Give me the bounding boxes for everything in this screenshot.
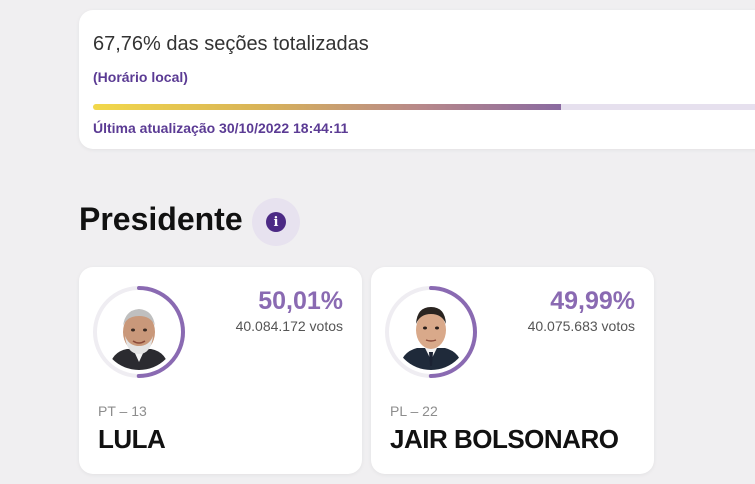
candidate-card-lula[interactable]: 50,01% 40.084.172 votos PT – 13 LULA: [79, 267, 362, 474]
timezone-note: (Horário local): [93, 69, 188, 85]
vote-share-ring: [93, 286, 185, 378]
candidate-photo: [101, 294, 177, 370]
info-button[interactable]: i: [252, 198, 300, 246]
candidate-percent: 49,99%: [550, 287, 635, 315]
last-update-text: Última atualização 30/10/2022 18:44:11: [93, 120, 349, 136]
candidate-party: PT – 13: [98, 403, 147, 419]
info-icon: i: [266, 212, 286, 232]
candidate-votes: 40.084.172 votos: [235, 318, 343, 334]
lula-portrait-icon: [101, 294, 177, 370]
totalization-status-card: 67,76% das seções totalizadas (Horário l…: [79, 10, 755, 149]
section-title: Presidente: [79, 201, 243, 237]
vote-share-arc: [93, 286, 185, 378]
candidate-votes: 40.075.683 votos: [527, 318, 635, 334]
bolsonaro-portrait-icon: [393, 294, 469, 370]
totalization-progress-bar: [93, 104, 755, 110]
totalization-title: 67,76% das seções totalizadas: [93, 33, 369, 55]
candidate-card-bolsonaro[interactable]: 49,99% 40.075.683 votos PL – 22 JAIR BOL…: [371, 267, 654, 474]
candidate-percent: 50,01%: [258, 287, 343, 315]
totalization-progress-fill: [93, 104, 561, 110]
candidate-photo-ring: [384, 285, 478, 379]
candidate-name: JAIR BOLSONARO: [390, 424, 619, 454]
candidate-party: PL – 22: [390, 403, 438, 419]
candidate-photo-ring: [92, 285, 186, 379]
vote-share-ring: [385, 286, 477, 378]
candidate-name: LULA: [98, 424, 166, 454]
candidate-photo: [393, 294, 469, 370]
vote-share-arc: [385, 286, 477, 378]
